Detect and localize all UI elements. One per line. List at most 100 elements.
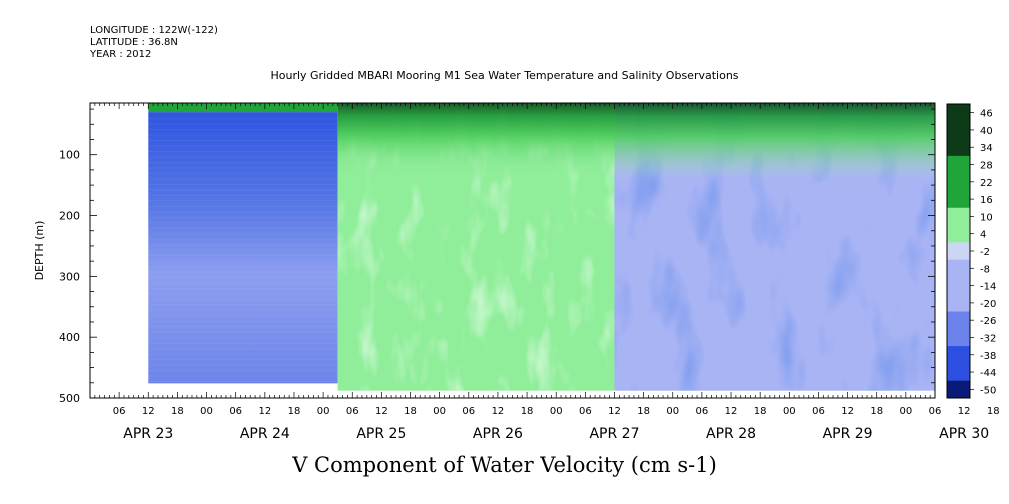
x-date-label: APR 24 [240,426,290,442]
x-tick-label: 12 [258,406,271,417]
colorbar-label: 10 [980,212,993,223]
band-line [148,348,338,350]
colorbar-label: -14 [980,282,996,293]
band-line [148,211,338,213]
x-tick-label: 18 [404,406,417,417]
band-line [148,156,338,158]
chart-title: Hourly Gridded MBARI Mooring M1 Sea Wate… [270,69,739,82]
x-tick-label: 12 [492,406,505,417]
band-line [148,145,338,147]
x-date-label: APR 25 [356,426,406,442]
x-tick-label: 12 [725,406,738,417]
x-date-label: APR 27 [589,426,639,442]
region-3 [614,103,935,391]
band-line [148,123,338,125]
latitude-label: LATITUDE : 36.8N [90,37,178,48]
x-date-label: APR 29 [823,426,873,442]
colorbar-label: -2 [980,247,990,258]
band-line [148,249,338,251]
x-tick-label: 06 [696,406,709,417]
band-line [148,189,338,191]
colorbar-swatch [947,190,970,209]
band-line [148,222,338,224]
colorbar-label: -50 [980,385,996,396]
x-tick-label: 00 [200,406,213,417]
x-tick-label: 00 [666,406,679,417]
colorbar-label: -26 [980,316,996,327]
band-line [148,238,338,240]
y-axis-label: DEPTH (m) [33,221,46,281]
colorbar-frame [946,103,971,399]
region-surface [614,103,935,180]
colorbar-label: 16 [980,195,993,206]
x-tick-label: 00 [899,406,912,417]
colorbar-swatch [947,363,970,382]
band-line [148,151,338,153]
colorbar-label: 28 [980,161,993,172]
colorbar-label: -20 [980,299,996,310]
colorbar-swatch [947,138,970,157]
band-line [148,134,338,136]
colorbar-swatch [947,346,970,364]
colorbar-label: -38 [980,351,996,362]
x-tick-label: 06 [929,406,942,417]
band-line [148,260,338,262]
x-tick-label: 06 [346,406,359,417]
colorbar-label: 22 [980,178,993,189]
band-line [148,370,338,372]
colorbar-label: 46 [980,109,993,120]
colorbar-swatch [947,207,970,226]
colorbar-swatch [947,276,970,295]
colorbar-label: 34 [980,143,993,154]
y-tick-label: 100 [59,149,80,162]
colorbar-swatch [947,311,970,330]
band-line [148,287,338,289]
band-line [148,359,338,361]
x-date-label: APR 26 [473,426,523,442]
colorbar: 46 40 34 28 22 16 10 4 -2 -8 -14 -20 -26 -32 -38 -44 -50 [946,103,996,399]
x-tick-label: 12 [841,406,854,417]
band-line [148,326,338,328]
y-tick-label: 400 [59,331,80,344]
y-tick-label: 500 [59,392,80,405]
band-line [148,298,338,300]
band-line [148,167,338,169]
colorbar-label: -44 [980,368,996,379]
colorbar-swatch [947,155,970,174]
region-surface [148,103,338,113]
band-line [148,172,338,174]
band-line [148,276,338,278]
band-line [148,183,338,185]
band-line [148,244,338,246]
band-line [148,337,338,339]
colorbar-swatch [947,259,970,278]
axes: 06 12 18 00 06 12 18 00 06 12 18 00 06 12 18 00 06 12 18 00… [33,102,1000,442]
colorbar-swatch [947,294,970,313]
x-date-label: APR 28 [706,426,756,442]
region-2 [337,103,615,391]
y-tick-label: 200 [59,210,80,223]
band-line [148,320,338,322]
band-line [148,162,338,163]
band-line [148,271,338,273]
band-line [148,178,338,180]
x-tick-label: 06 [579,406,592,417]
x-tick-label: 18 [521,406,534,417]
x-tick-label: 06 [462,406,475,417]
band-line [148,380,338,382]
band-line [148,331,338,333]
band-line [148,375,338,377]
colorbar-label: -32 [980,333,996,344]
colorbar-swatch [947,225,970,243]
region-body [148,112,338,384]
x-tick-label: 18 [754,406,767,417]
x-tick-label: 06 [113,406,126,417]
region-surface [337,103,615,180]
longitude-label: LONGITUDE : 122W(-122) [90,25,218,36]
band-line [148,129,338,131]
x-date-label: APR 23 [123,426,173,442]
x-tick-label: 12 [608,406,621,417]
band-line [148,227,338,229]
colorbar-swatch [947,104,970,122]
